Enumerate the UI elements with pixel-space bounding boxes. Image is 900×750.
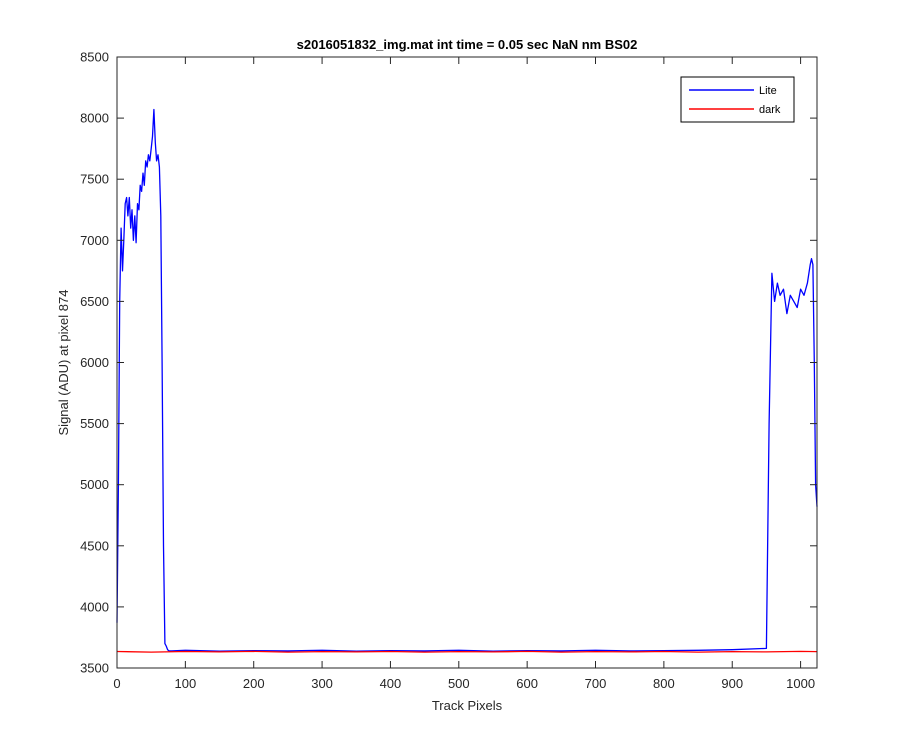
x-tick-label: 400: [380, 676, 402, 691]
y-tick-label: 5500: [80, 416, 109, 431]
legend-label-lite: Lite: [759, 85, 777, 97]
x-tick-label: 700: [585, 676, 607, 691]
y-tick-label: 4500: [80, 538, 109, 553]
x-tick-label: 900: [721, 676, 743, 691]
x-tick-label: 300: [311, 676, 333, 691]
x-tick-label: 600: [516, 676, 538, 691]
axes-layer: 0 100 200 300 400 500 600 700 800 900 1000 3500 4000…: [80, 50, 818, 691]
chart-title: s2016051832_img.mat int time = 0.05 sec …: [297, 37, 638, 52]
y-tick-label: 7000: [80, 233, 109, 248]
y-axis-label: Signal (ADU) at pixel 874: [56, 290, 71, 436]
series-line-lite: [116, 108, 818, 652]
legend-label-dark: dark: [759, 104, 781, 116]
x-tick-label: 200: [243, 676, 265, 691]
x-tick-label: 1000: [786, 676, 815, 691]
x-tick-label: 0: [113, 676, 120, 691]
x-tick-label: 100: [175, 676, 197, 691]
y-tick-label: 3500: [80, 661, 109, 676]
x-tick-label: 800: [653, 676, 675, 691]
legend: Lite dark: [680, 76, 795, 123]
x-axis-label: Track Pixels: [432, 698, 503, 713]
y-tick-label: 8500: [80, 50, 109, 65]
y-tick-label: 6000: [80, 355, 109, 370]
y-tick-label: 5000: [80, 477, 109, 492]
series-line-dark: [116, 650, 818, 653]
plot-area: [117, 57, 817, 668]
y-tick-label: 8000: [80, 111, 109, 126]
y-tick-label: 6500: [80, 294, 109, 309]
y-tick-label: 7500: [80, 172, 109, 187]
legend-box: [680, 76, 795, 123]
series-layer: [116, 108, 818, 653]
y-tick-label: 4000: [80, 599, 109, 614]
x-tick-label: 500: [448, 676, 470, 691]
